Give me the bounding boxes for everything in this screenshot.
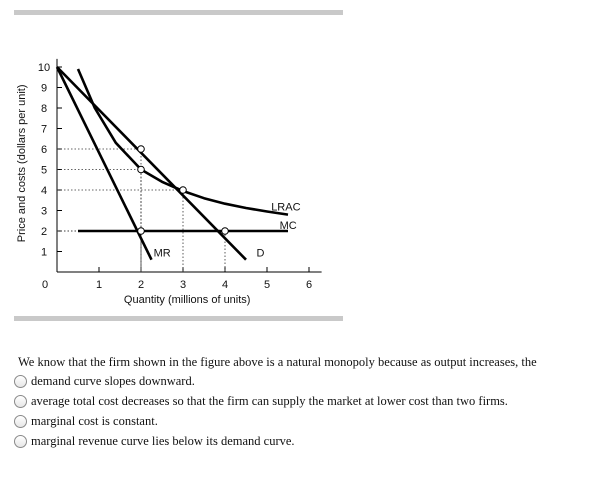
y-tick-label: 8 — [41, 103, 47, 115]
y-tick-label: 5 — [41, 165, 47, 177]
marked-point — [137, 227, 145, 235]
series-mr-line — [55, 66, 153, 261]
question-block: We know that the firm shown in the figur… — [14, 353, 604, 451]
option-average-total-cost[interactable]: average total cost decreases so that the… — [14, 391, 604, 411]
radio-button[interactable] — [14, 434, 27, 448]
option-demand-slopes-down[interactable]: demand curve slopes downward. — [14, 371, 604, 391]
x-tick-label: 3 — [180, 279, 186, 291]
curve-label-lrac: LRAC — [271, 202, 300, 214]
radio-button[interactable] — [14, 374, 27, 388]
x-tick-label: 1 — [96, 279, 102, 291]
marked-point — [137, 165, 145, 174]
option-label: demand curve slopes downward. — [31, 374, 195, 388]
option-marginal-cost-constant[interactable]: marginal cost is constant. — [14, 411, 604, 431]
curve-label-mr: MR — [154, 248, 171, 260]
option-label: marginal cost is constant. — [31, 414, 158, 428]
marked-point — [221, 227, 229, 235]
y-tick-label: 9 — [41, 83, 47, 95]
marked-point — [179, 186, 187, 194]
top-divider — [14, 10, 343, 15]
y-axis-title: Price and costs (dollars per unit) — [16, 84, 28, 242]
y-tick-label: 6 — [41, 144, 47, 156]
y-tick-label: 2 — [41, 226, 47, 238]
radio-button[interactable] — [14, 394, 27, 408]
x-tick-label: 2 — [138, 279, 144, 291]
question-text: We know that the firm shown in the figur… — [18, 355, 537, 369]
radio-button[interactable] — [14, 414, 27, 428]
series-d-line — [56, 66, 247, 261]
x-tick-label: 6 — [306, 279, 312, 291]
curve-label-d: D — [257, 248, 265, 260]
y-tick-label: 3 — [41, 206, 47, 218]
curve-label-mc: MC — [280, 220, 297, 232]
y-tick-label: 10 — [38, 62, 50, 74]
option-marginal-revenue-below[interactable]: marginal revenue curve lies below its de… — [14, 431, 604, 451]
option-label: average total cost decreases so that the… — [31, 394, 508, 408]
marked-point — [137, 145, 145, 153]
x-tick-label: 5 — [264, 279, 270, 291]
x-tick-label: 4 — [222, 279, 228, 291]
bottom-divider — [14, 316, 343, 321]
y-tick-label: 7 — [41, 124, 47, 136]
x-axis-title: Quantity (millions of units) — [124, 294, 251, 306]
option-label: marginal revenue curve lies below its de… — [31, 434, 295, 448]
y-tick-label: 1 — [41, 247, 47, 259]
y-tick-label: 4 — [41, 185, 47, 197]
cost-chart: 1 2 3 4 5 6 7 8 9 10 0 1 2 3 4 5 6 Quantity (millions of … — [16, 58, 322, 306]
x-tick-label: 0 — [42, 279, 48, 291]
